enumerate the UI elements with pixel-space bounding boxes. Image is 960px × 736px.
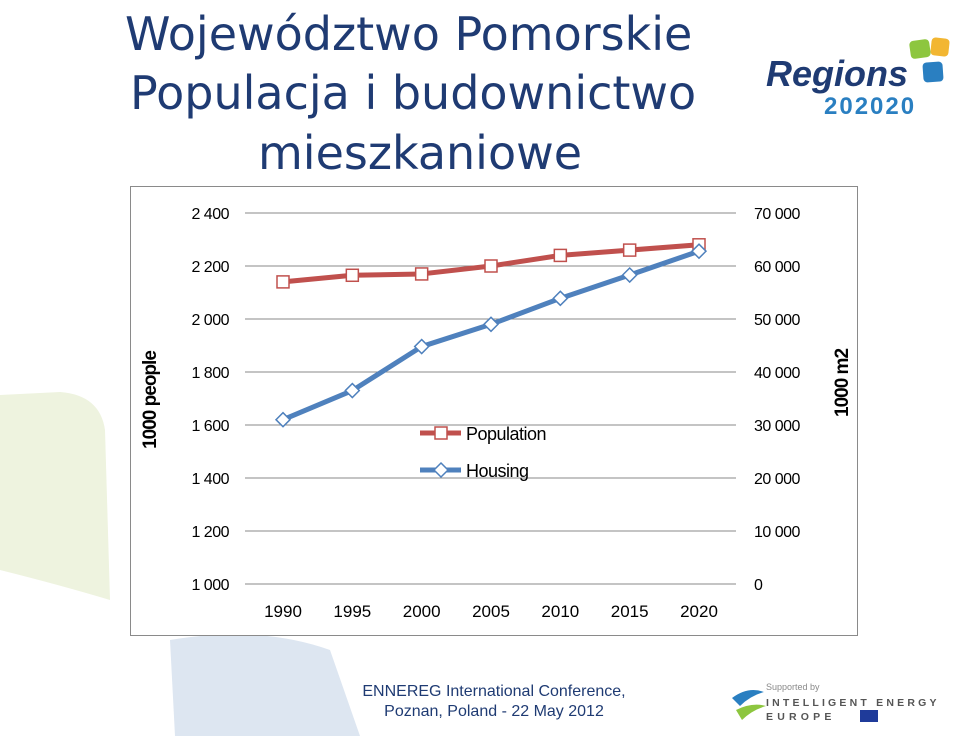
page-title-line-2: Populacja i budownictwo	[130, 66, 697, 120]
y-right-tick-label: 50 000	[754, 312, 801, 329]
x-tick-label: 1995	[333, 602, 371, 621]
y-right-tick-label: 40 000	[754, 365, 801, 382]
logo-square-green	[909, 39, 931, 59]
y-left-tick-label: 1 000	[191, 577, 229, 594]
data-point-population	[622, 243, 637, 257]
chart-tick-labels: 1 000 1 200 1 400 1 600 1 800 2 000 2 200 2 400…	[191, 206, 801, 621]
iee-swoosh-blue	[732, 690, 764, 706]
y-left-tick-label: 1 800	[191, 365, 229, 382]
data-point-housing	[344, 382, 361, 399]
y-right-tick-label: 60 000	[754, 259, 801, 276]
data-point-population	[276, 275, 290, 289]
y-left-tick-label: 2 400	[191, 206, 229, 223]
data-point-housing	[274, 411, 292, 428]
logo-square-blue	[922, 61, 944, 83]
iee-supported-text: Supported by	[766, 682, 820, 692]
x-tick-label: 2000	[403, 602, 441, 621]
y-left-tick-label: 1 400	[191, 471, 229, 488]
logo-word: Regions	[766, 53, 908, 94]
y-left-tick-label: 2 000	[191, 312, 229, 329]
iee-logo: Supported by INTELLIGENT ENERGY EUROPE	[732, 682, 940, 723]
eu-flag-icon	[860, 710, 878, 722]
data-point-population	[414, 267, 429, 281]
y-left-axis-label: 1000 people	[140, 351, 161, 449]
footer-line-1: ENNEREG International Conference,	[362, 683, 626, 700]
data-point-housing	[621, 266, 638, 284]
regions-logo: Regions 202020	[766, 37, 950, 120]
chart-grid	[245, 212, 736, 585]
data-point-population	[345, 268, 360, 283]
iee-line-1: INTELLIGENT ENERGY	[766, 697, 940, 709]
legend-marker-population	[434, 426, 448, 440]
background-blue-shape	[170, 634, 360, 736]
y-right-axis-label: 1000 m2	[832, 349, 853, 417]
iee-swoosh-green	[736, 704, 766, 720]
data-point-housing	[552, 290, 569, 307]
page-title-line-3: mieszkaniowe	[258, 126, 583, 180]
footer-line-2: Poznan, Poland - 22 May 2012	[384, 703, 604, 720]
y-left-tick-label: 1 200	[191, 524, 229, 541]
legend-label-population: Population	[466, 424, 546, 444]
y-right-tick-label: 70 000	[754, 206, 801, 223]
y-left-tick-label: 1 600	[191, 418, 229, 435]
x-tick-label: 1990	[264, 602, 302, 621]
logo-year: 202020	[824, 93, 916, 120]
x-tick-label: 2005	[472, 602, 510, 621]
page-title-line-1: Województwo Pomorskie	[125, 7, 693, 61]
x-tick-label: 2010	[541, 602, 579, 621]
x-tick-label: 2020	[680, 602, 718, 621]
iee-line-2: EUROPE	[766, 711, 836, 723]
data-point-housing	[690, 243, 708, 260]
data-point-housing	[413, 338, 430, 355]
legend-label-housing: Housing	[466, 461, 529, 481]
y-right-tick-label: 10 000	[754, 524, 801, 541]
x-tick-label: 2015	[611, 602, 649, 621]
legend-marker-housing	[432, 461, 450, 479]
logo-square-yellow	[930, 37, 950, 57]
data-point-population	[484, 259, 498, 273]
data-point-housing	[482, 316, 500, 333]
y-right-tick-label: 30 000	[754, 418, 801, 435]
background-green-shape	[0, 392, 110, 600]
chart-series-markers	[274, 238, 708, 428]
data-point-population	[553, 248, 568, 263]
chart-legend: Population Housing	[420, 424, 547, 481]
y-right-tick-label: 20 000	[754, 471, 801, 488]
y-left-tick-label: 2 200	[191, 259, 229, 276]
y-right-tick-label: 0	[754, 577, 763, 594]
